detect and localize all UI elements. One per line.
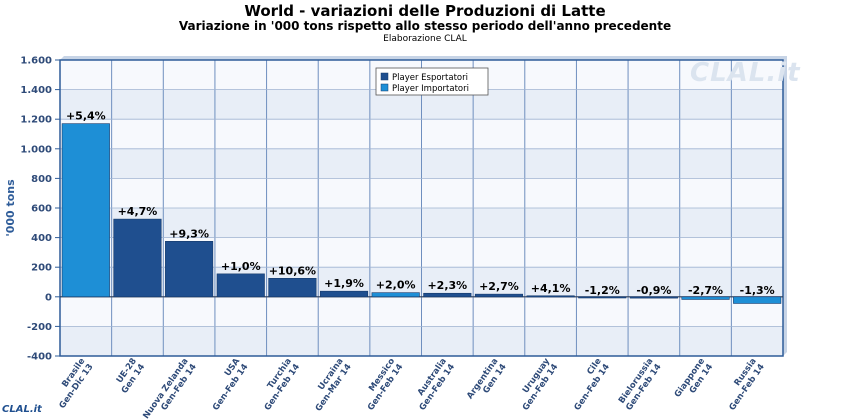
bar-value-label: +10,6%: [269, 264, 316, 277]
y-tick-label: 1.200: [20, 115, 52, 126]
bar-bielorussia: [629, 296, 678, 299]
bar-value-label: +2,0%: [376, 279, 416, 292]
chart-title: World - variazioni delle Produzioni di L…: [244, 2, 606, 20]
y-tick-label: 400: [31, 233, 52, 244]
legend-label: Player Importatori: [392, 84, 469, 94]
bar-brasile: [61, 123, 110, 298]
y-tick-label: 200: [31, 263, 52, 274]
y-tick-label: 800: [31, 174, 52, 185]
clal-corner-logo: CLAL.it: [2, 404, 42, 415]
clal-watermark-logo: CLAL.it: [690, 58, 801, 88]
y-tick-label: -200: [27, 322, 52, 333]
chart-subtitle: Variazione in '000 tons rispetto allo st…: [178, 19, 672, 33]
y-tick-label: 1.400: [20, 85, 52, 96]
bar-usa: [216, 273, 265, 298]
bar-nuova-zelanda: [165, 241, 214, 298]
bar-giappone: [681, 296, 730, 300]
bar-turchia: [268, 277, 317, 298]
bar-value-label: +2,7%: [479, 280, 519, 293]
bar-messico: [371, 292, 420, 298]
bar-cile: [578, 296, 627, 299]
bar-value-label: +1,9%: [324, 277, 364, 290]
y-tick-label: 1.000: [20, 144, 52, 155]
bar-value-label: +5,4%: [66, 110, 106, 123]
y-tick-label: -400: [27, 352, 52, 363]
legend-swatch: [380, 83, 389, 92]
bar-value-label: +1,0%: [221, 260, 261, 273]
bar-argentina: [474, 293, 524, 298]
bar-ucraina: [319, 290, 369, 298]
bar-value-label: -1,2%: [585, 284, 620, 297]
bar-value-label: +9,3%: [169, 227, 209, 240]
bar-russia: [733, 296, 782, 304]
chart-credit: Elaborazione CLAL: [383, 34, 467, 44]
bar-value-label: -2,7%: [688, 284, 723, 297]
bar-australia: [423, 292, 472, 298]
bar-value-label: +4,7%: [118, 205, 158, 218]
y-tick-label: 600: [31, 204, 52, 215]
legend-box: [375, 67, 489, 96]
legend-label: Player Esportatori: [392, 73, 468, 83]
legend-swatch: [380, 72, 389, 81]
bar-value-label: +2,3%: [427, 279, 467, 292]
y-axis-label: '000 tons: [4, 179, 17, 237]
bar-ue-28: [113, 218, 162, 298]
bar-value-label: +4,1%: [531, 282, 571, 295]
y-tick-label: 1.600: [20, 56, 52, 67]
bar-value-label: -1,3%: [740, 284, 775, 297]
bar-value-label: -0,9%: [636, 284, 671, 297]
bar-uruguay: [526, 295, 575, 298]
y-tick-label: 0: [45, 292, 52, 303]
